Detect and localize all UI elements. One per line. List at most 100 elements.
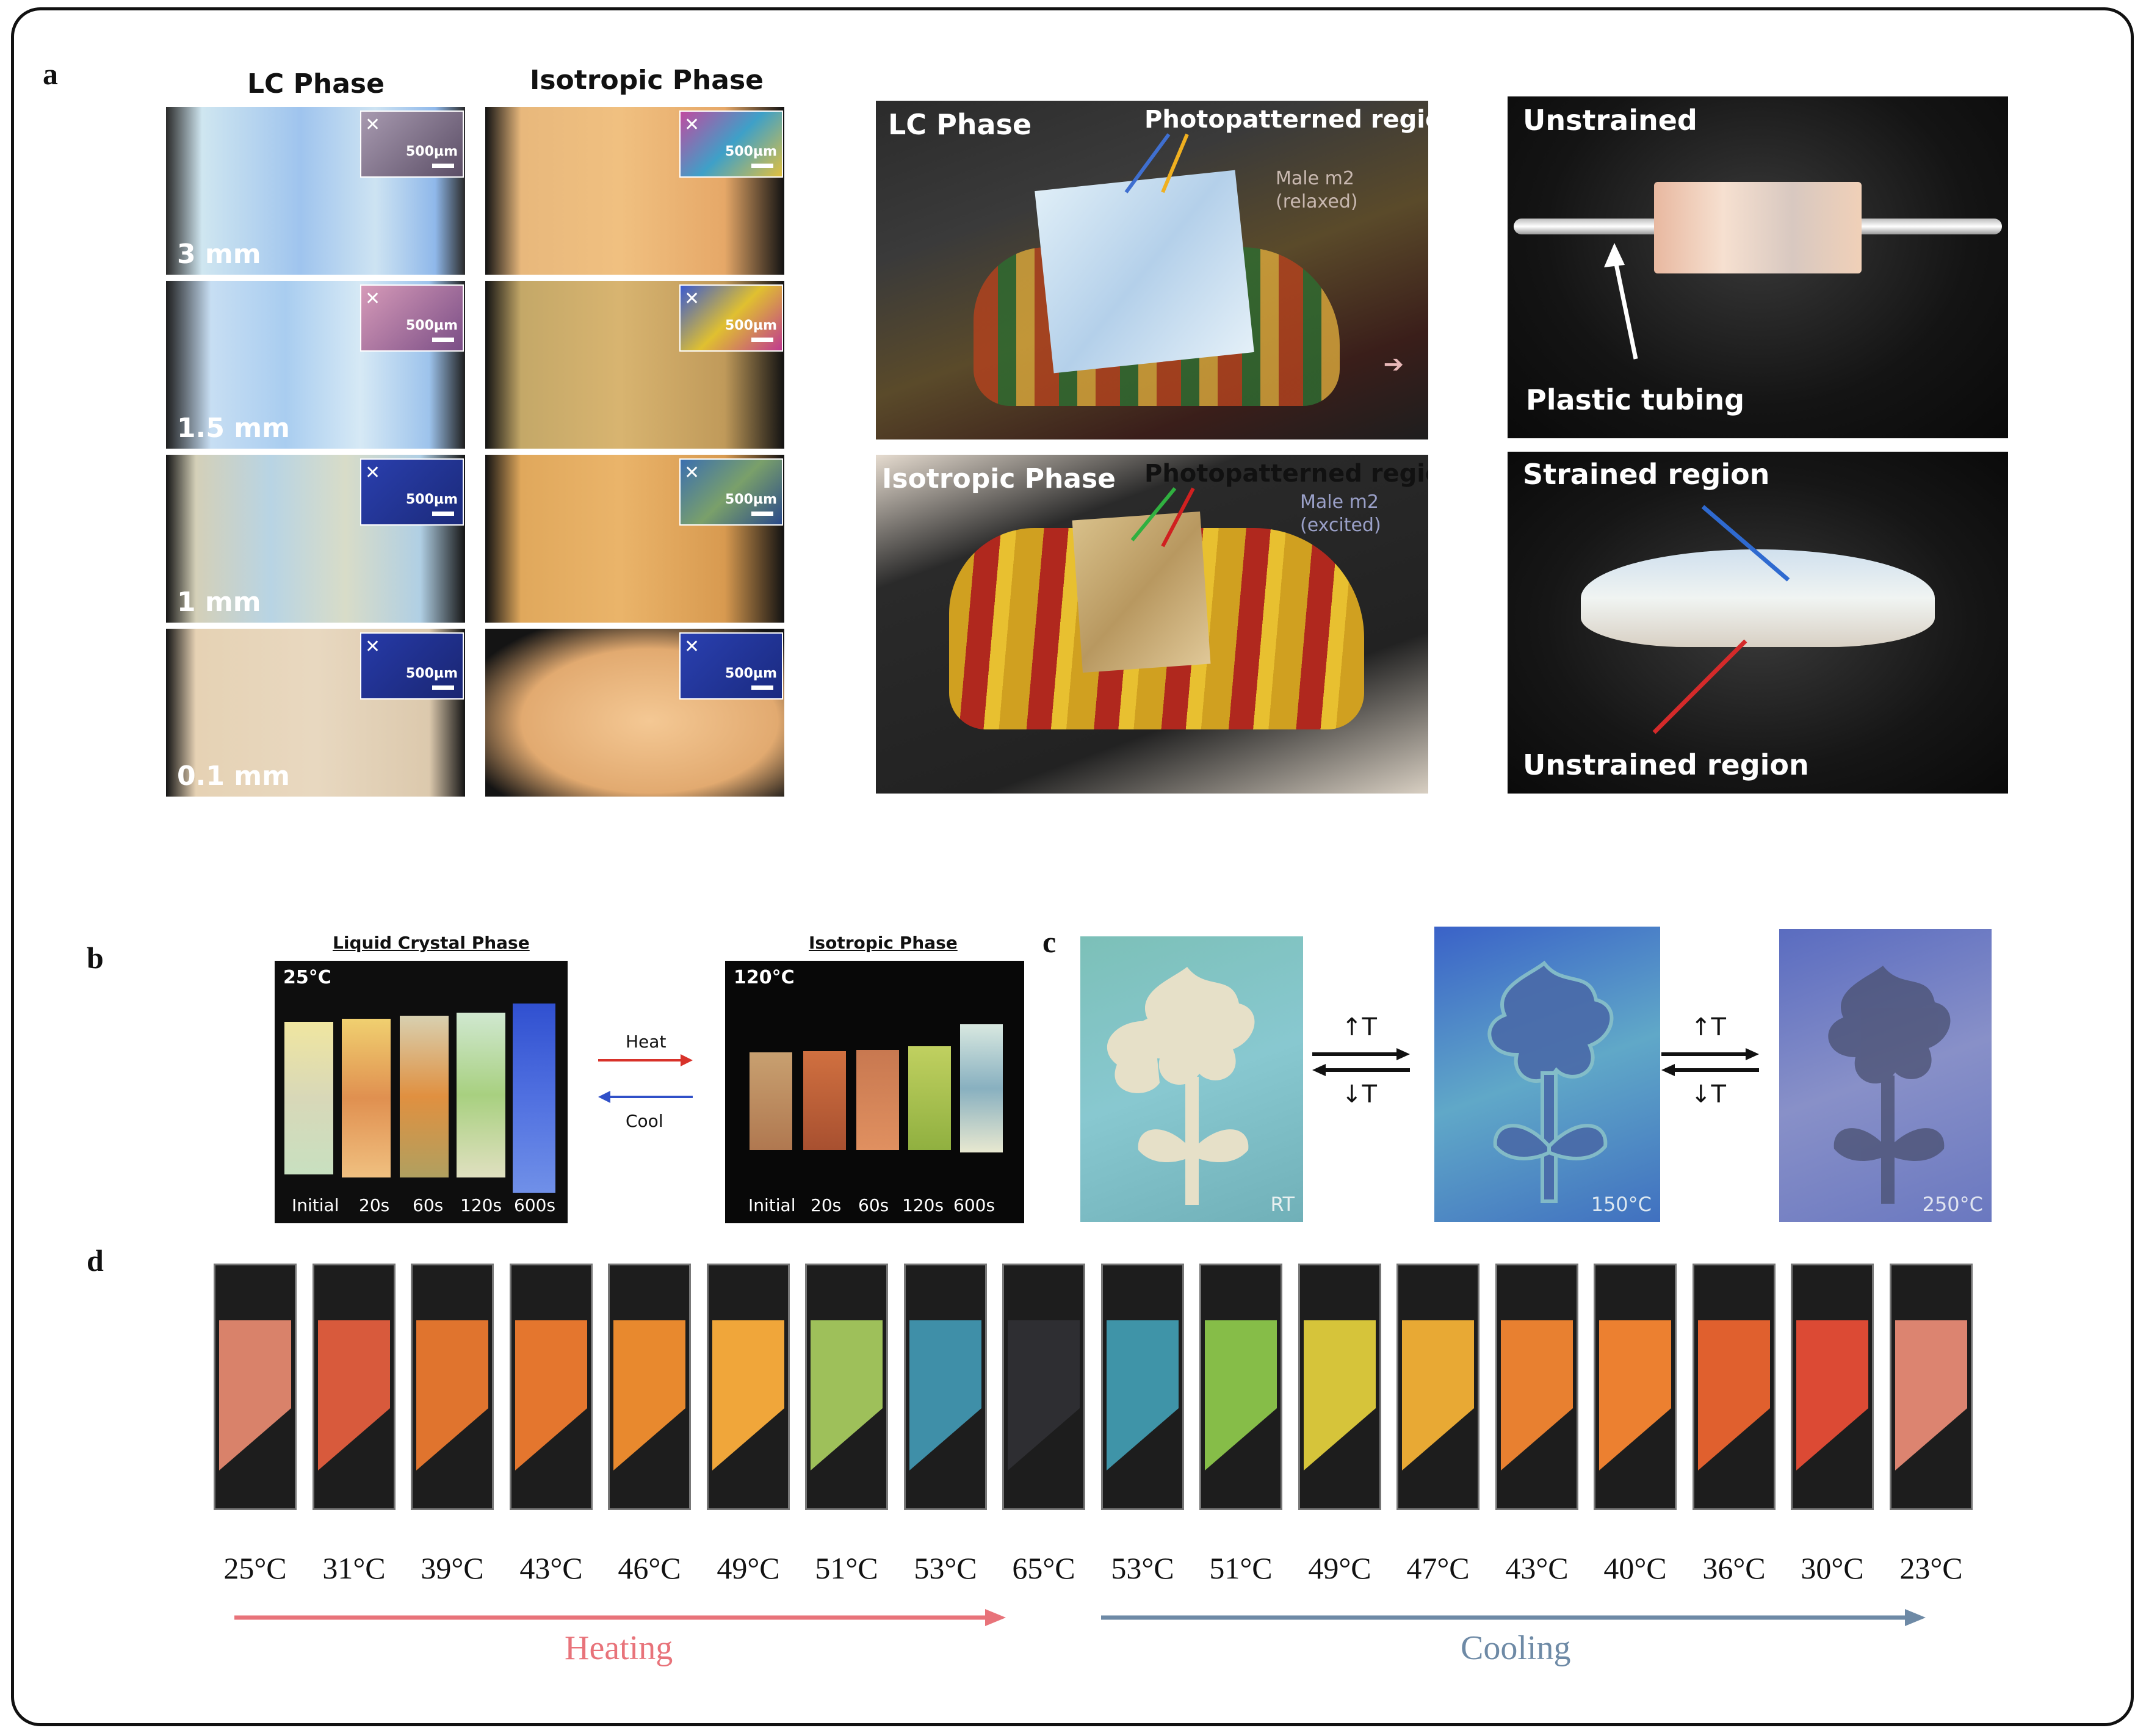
polarizer-cross-icon: ✕ <box>365 463 381 483</box>
thermochromic-strip <box>1495 1264 1578 1510</box>
micrograph-inset: ✕ 500µm <box>360 110 464 178</box>
plastic-tubing-label: Plastic tubing <box>1526 383 1745 416</box>
polarizer-cross-icon: ✕ <box>365 115 381 135</box>
scale-bar <box>751 338 773 342</box>
chameleon-isotropic-phase-photo: Isotropic Phase Photopatterned regions M… <box>876 455 1428 794</box>
time-label: Initial <box>748 1195 796 1215</box>
strip-temp-label: 25°C <box>223 1551 287 1585</box>
arrow-head <box>1604 243 1625 267</box>
strip-film <box>1008 1320 1080 1470</box>
flower-leaf-left <box>1493 1124 1551 1160</box>
flower-stem <box>1185 1077 1199 1205</box>
thermochromic-strip <box>1693 1264 1776 1510</box>
panel-letter-a: a <box>43 57 58 91</box>
scale-bar-label: 500µm <box>405 666 458 681</box>
cool-arrow <box>598 1091 693 1103</box>
micrograph-inset: ✕ 500µm <box>360 632 464 700</box>
thickness-label: 1 mm <box>177 587 261 618</box>
strip-film <box>1501 1320 1573 1470</box>
caption-relaxed: (relaxed) <box>1276 191 1358 212</box>
heating-arrow-head <box>985 1609 1006 1626</box>
backward-arrow-head <box>1661 1064 1675 1076</box>
strip-film <box>1599 1320 1671 1470</box>
scale-bar <box>432 685 454 690</box>
strip-20s <box>803 1051 846 1150</box>
heating-label: Heating <box>565 1629 673 1667</box>
lc-sample-photo-3mm: ✕ 500µm 3 mm <box>166 107 465 275</box>
strip-initial <box>750 1052 792 1150</box>
micrograph-inset: ✕ 500µm <box>360 284 464 352</box>
thickness-label: 3 mm <box>177 239 261 270</box>
equilibrium-arrows-2: ↑T ↓T <box>1661 1013 1759 1111</box>
flower-pattern <box>1107 967 1255 1205</box>
flower-pattern <box>1828 966 1951 1204</box>
chameleon-top-title: LC Phase <box>888 108 1032 141</box>
flower-leaf-right <box>1192 1129 1249 1162</box>
strip-temp-label: 53°C <box>914 1551 977 1585</box>
time-label: 20s <box>811 1195 842 1215</box>
thermochromic-strip <box>1791 1264 1874 1510</box>
flower-stem <box>1541 1071 1558 1203</box>
photopatterned-callout: Photopatterned regions <box>1144 106 1428 134</box>
temp-down-indicator: ↓T <box>1342 1080 1377 1109</box>
strip-temp-label: 39°C <box>421 1551 484 1585</box>
tubing-arrow <box>1604 243 1638 360</box>
arrow-right-icon: ➔ <box>1383 351 1404 378</box>
strip-temp-label: 30°C <box>1801 1551 1864 1585</box>
thermochromic-strip <box>1002 1264 1085 1510</box>
forward-arrow-head <box>1746 1048 1759 1060</box>
scale-bar <box>432 338 454 342</box>
strip-film <box>1402 1320 1474 1470</box>
strip-film <box>613 1320 685 1470</box>
equilibrium-arrows-1: ↑T ↓T <box>1312 1013 1410 1111</box>
flower-photo-150c: 150°C <box>1434 927 1660 1222</box>
cooling-arrow-head <box>1905 1609 1926 1626</box>
flower-head <box>1828 966 1951 1084</box>
time-label: Initial <box>292 1195 339 1215</box>
strip-temp-label: 36°C <box>1702 1551 1766 1585</box>
strip-120s <box>908 1046 951 1150</box>
flower-pattern <box>1487 960 1614 1203</box>
time-label: 120s <box>460 1195 502 1215</box>
heat-arrow <box>598 1054 693 1066</box>
iso-sample-photo-3mm: ✕ 500µm <box>485 107 784 275</box>
temp-label: RT <box>1270 1193 1295 1216</box>
strip-temp-label: 49°C <box>717 1551 780 1585</box>
thickness-label: 0.1 mm <box>177 761 290 792</box>
flower-leaf-left <box>1833 1128 1888 1161</box>
strip-temp-label: 53°C <box>1111 1551 1174 1585</box>
temp-up-label: T <box>1362 1013 1377 1041</box>
micrograph-inset: ✕ 500µm <box>360 458 464 526</box>
chameleon-bottom-title: Isotropic Phase <box>882 463 1116 494</box>
strip-120s <box>457 1013 505 1177</box>
thermochromic-strip <box>1594 1264 1677 1510</box>
temp-up-label: T <box>1711 1013 1726 1041</box>
thermochromic-strip <box>1890 1264 1973 1510</box>
lc-sample-photo-1-5mm: ✕ 500µm 1.5 mm <box>166 281 465 449</box>
strip-film <box>318 1320 390 1470</box>
scale-bar <box>751 685 773 690</box>
time-label: 600s <box>514 1195 556 1215</box>
strain-arrows <box>1652 505 1790 734</box>
strip-temp-label: 51°C <box>815 1551 878 1585</box>
micrograph-inset: ✕ 500µm <box>679 284 783 352</box>
temp-up-indicator: ↑T <box>1342 1013 1377 1041</box>
unstrained-photo: Unstrained Plastic tubing <box>1508 96 2008 438</box>
iso-temp-label: 120°C <box>734 967 795 988</box>
arrow-head <box>681 1054 693 1066</box>
strip-film <box>416 1320 488 1470</box>
arrow-head <box>598 1091 610 1103</box>
strip-temp-label: 46°C <box>618 1551 681 1585</box>
scale-bar <box>432 164 454 168</box>
time-label: 60s <box>413 1195 444 1215</box>
panel-letter-d: d <box>87 1243 104 1278</box>
scale-bar-label: 500µm <box>405 492 458 507</box>
flower-head <box>1132 967 1255 1085</box>
chameleon-lc-phase-photo: LC Phase Photopatterned regions Male m2 … <box>876 101 1428 439</box>
scale-bar-label: 500µm <box>724 318 777 333</box>
lc-phase-title: Liquid Crystal Phase <box>333 933 530 953</box>
polarizer-cross-icon: ✕ <box>684 463 700 483</box>
strip-600s <box>513 1004 555 1193</box>
lc-sample-photo-0-1mm: ✕ 500µm 0.1 mm <box>166 629 465 797</box>
heat-label: Heat <box>626 1032 667 1052</box>
